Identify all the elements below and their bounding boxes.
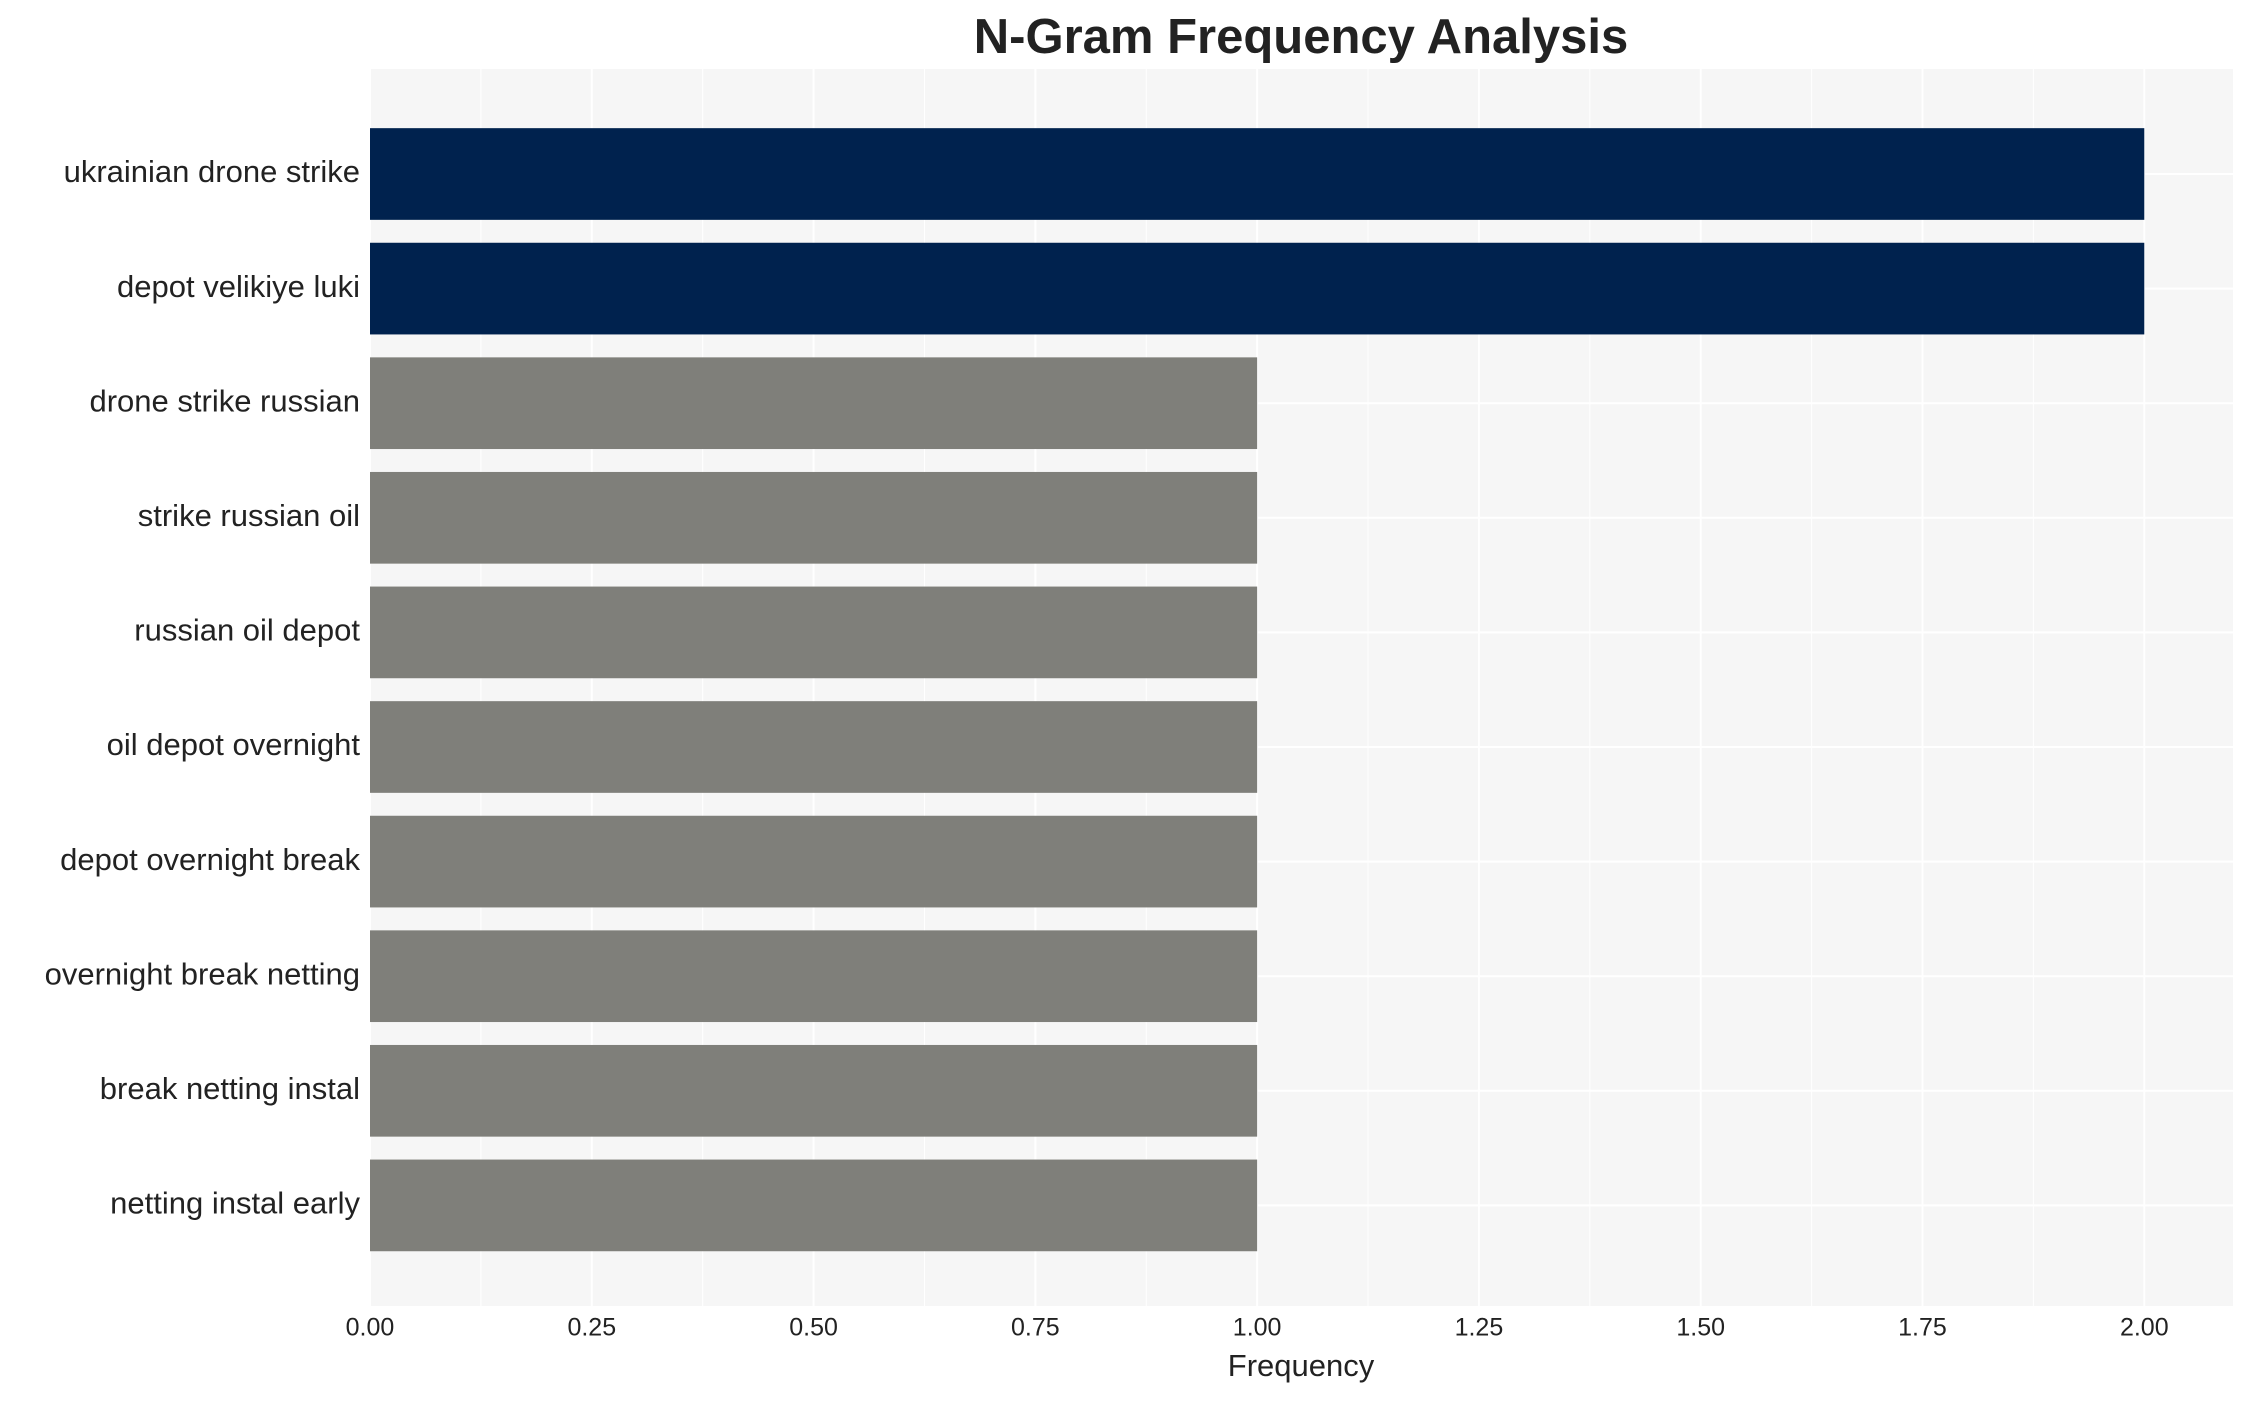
x-tick-label: 1.75 xyxy=(1898,1314,1947,1342)
y-tick-label: oil depot overnight xyxy=(107,727,361,762)
y-tick-label: ukrainian drone strike xyxy=(64,154,360,189)
y-tick-label: depot overnight break xyxy=(60,842,360,877)
bar xyxy=(370,357,1258,450)
x-tick-label: 2.00 xyxy=(2120,1314,2169,1342)
y-tick-label: depot velikiye luki xyxy=(117,269,360,304)
bar xyxy=(370,701,1258,793)
bar xyxy=(370,1044,1258,1137)
y-tick-label: break netting instal xyxy=(100,1071,360,1106)
bar xyxy=(370,930,1258,1023)
x-tick-label: 1.50 xyxy=(1676,1314,1725,1342)
bar xyxy=(370,586,1258,679)
y-tick-label: strike russian oil xyxy=(138,498,360,533)
bar xyxy=(370,128,2145,220)
x-tick-label: 0.25 xyxy=(567,1314,616,1342)
bar xyxy=(370,1159,1258,1252)
x-axis-title: Frequency xyxy=(1228,1348,1375,1383)
x-tick-label: 0.50 xyxy=(789,1314,838,1342)
bar xyxy=(370,471,1258,564)
chart-title: N-Gram Frequency Analysis xyxy=(974,10,1628,64)
x-tick-label: 0.75 xyxy=(1011,1314,1060,1342)
y-tick-label: russian oil depot xyxy=(134,613,360,648)
x-tick-label: 0.00 xyxy=(346,1314,395,1342)
y-tick-label: netting instal early xyxy=(110,1186,360,1221)
y-tick-label: overnight break netting xyxy=(45,956,360,991)
x-tick-label: 1.25 xyxy=(1455,1314,1504,1342)
y-tick-label: drone strike russian xyxy=(89,383,360,418)
bar xyxy=(370,242,2145,335)
x-tick-label: 1.00 xyxy=(1233,1314,1282,1342)
bar xyxy=(370,815,1258,908)
